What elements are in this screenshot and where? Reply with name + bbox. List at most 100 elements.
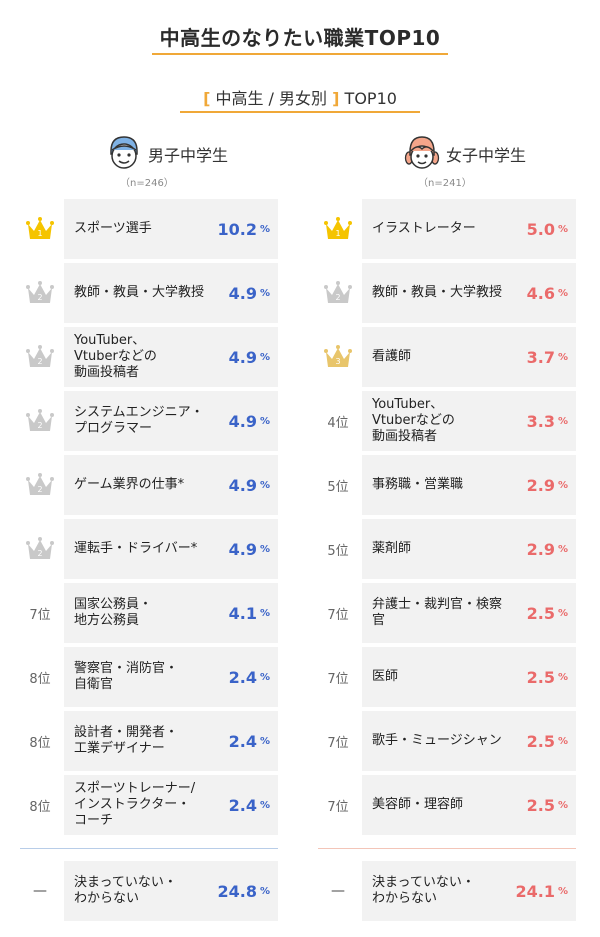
value-number: 2.4 [228, 667, 257, 687]
occupation-label: 看護師 [372, 349, 412, 364]
rank-label: 8位 [29, 671, 51, 687]
girls-sample-size: （n=241） [418, 178, 472, 189]
occupation-label: 国家公務員・ 地方公務員 [74, 597, 153, 628]
percentage-value: 2.9% [527, 455, 568, 515]
percent-sign: % [259, 735, 270, 747]
ranking-row: 8位 警察官・消防官・ 自衛官 2.4% [20, 647, 278, 707]
occupation-label: YouTuber、 Vtuberなどの 動画投稿者 [372, 397, 455, 444]
girls-title: 女子中学生 [446, 146, 527, 165]
rank-label: 2 [20, 327, 60, 387]
ranking-row: 5位 事務職・営業職 2.9% [318, 455, 576, 515]
ranking-row: 5位 薬剤師 2.9% [318, 519, 576, 579]
occupation-label: 警察官・消防官・ 自衛官 [74, 661, 179, 692]
value-number: 4.9 [228, 347, 257, 367]
ranking-row: 7位 美容師・理容師 2.5% [318, 775, 576, 835]
crown-rank-number: 2 [37, 357, 42, 366]
value-number: 3.7 [526, 347, 555, 367]
percent-sign: % [259, 671, 270, 683]
rank-label: 1 [318, 199, 358, 259]
percent-sign: % [557, 479, 568, 491]
occupation-card: イラストレーター 5.0% [362, 199, 576, 259]
occupation-label: スポーツトレーナー/ インストラクター・ コーチ [74, 781, 196, 828]
value-number: 2.5 [526, 795, 555, 815]
gold-crown-icon: 1 [324, 217, 352, 239]
percent-sign: % [557, 415, 568, 427]
rank-label: 2 [20, 263, 60, 323]
occupation-label: 美容師・理容師 [372, 797, 464, 812]
occupation-label: 運転手・ドライバー* [74, 541, 198, 556]
subtitle-bracket-close: ] [332, 89, 340, 108]
rank-label: 3 [318, 327, 358, 387]
ranking-row: 8位 スポーツトレーナー/ インストラクター・ コーチ 2.4% [20, 775, 278, 835]
value-number: 2.9 [526, 539, 555, 559]
subtitle-text: 中高生 / 男女別 [215, 89, 328, 108]
rank-label: 8位 [29, 735, 51, 751]
value-number: 2.5 [526, 731, 555, 751]
other-row: — 決まっていない・ わからない 24.1% [318, 861, 576, 921]
occupation-card: ゲーム業界の仕事* 4.9% [64, 455, 278, 515]
percentage-value: 4.9% [229, 327, 270, 387]
rank-label: 2 [20, 519, 60, 579]
percent-sign: % [557, 885, 568, 897]
silver-crown-icon: 2 [26, 345, 54, 367]
crown-rank-number: 3 [335, 357, 340, 366]
silver-crown-icon: 2 [26, 473, 54, 495]
occupation-label: 教師・教員・大学教授 [74, 285, 205, 300]
percentage-value: 10.2% [217, 199, 270, 259]
subtitle-tail: TOP10 [344, 89, 397, 108]
occupation-label: 弁護士・裁判官・検察官 [372, 597, 503, 628]
crown-rank-number: 2 [37, 485, 42, 494]
boys-title: 男子中学生 [148, 146, 229, 165]
subtitle-underline [180, 111, 420, 113]
rank-label: 2 [20, 455, 60, 515]
other-row: — 決まっていない・ わからない 24.8% [20, 861, 278, 921]
rank-label: 7位 [327, 607, 349, 623]
occupation-card: 警察官・消防官・ 自衛官 2.4% [64, 647, 278, 707]
occupation-card: 歌手・ミュージシャン 2.5% [362, 711, 576, 771]
percent-sign: % [259, 287, 270, 299]
occupation-card: 事務職・営業職 2.9% [362, 455, 576, 515]
occupation-card: 看護師 3.7% [362, 327, 576, 387]
ranking-row: 4位 YouTuber、 Vtuberなどの 動画投稿者 3.3% [318, 391, 576, 451]
girls-header: 女子中学生 [318, 134, 576, 174]
percentage-value: 2.9% [527, 519, 568, 579]
occupation-card: スポーツトレーナー/ インストラクター・ コーチ 2.4% [64, 775, 278, 835]
percent-sign: % [259, 479, 270, 491]
value-number: 4.9 [228, 411, 257, 431]
rank-label: 2 [318, 263, 358, 323]
subtitle-bracket-open: [ [203, 89, 211, 108]
occupation-label: スポーツ選手 [74, 221, 152, 236]
percentage-value: 5.0% [527, 199, 568, 259]
percent-sign: % [259, 223, 270, 235]
percentage-value: 2.5% [527, 583, 568, 643]
value-number: 4.6 [526, 283, 555, 303]
percentage-value: 24.1% [515, 861, 568, 921]
subtitle: [ 中高生 / 男女別 ] TOP10 [0, 85, 600, 109]
rank-label: 2 [20, 391, 60, 451]
percent-sign: % [259, 799, 270, 811]
value-number: 2.4 [228, 731, 257, 751]
ranking-row: 2 YouTuber、 Vtuberなどの 動画投稿者 4.9% [20, 327, 278, 387]
page-title: 中高生のなりたい職業TOP10 [159, 26, 441, 50]
ranking-row: 1 スポーツ選手 10.2% [20, 199, 278, 259]
crown-rank-number: 2 [37, 549, 42, 558]
percent-sign: % [259, 885, 270, 897]
girls-column: 女子中学生 （n=241） 1 イラストレーター 5.0% 2 教師・教員・大学教授 4.… [318, 0, 576, 937]
value-number: 4.9 [228, 539, 257, 559]
percentage-value: 4.6% [527, 263, 568, 323]
occupation-card: YouTuber、 Vtuberなどの 動画投稿者 3.3% [362, 391, 576, 451]
boys-column: 男子中学生 （n=246） 1 スポーツ選手 10.2% 2 教師・教員・大学教授 4.9… [20, 0, 278, 937]
value-number: 5.0 [526, 219, 555, 239]
percentage-value: 2.5% [527, 711, 568, 771]
ranking-row: 1 イラストレーター 5.0% [318, 199, 576, 259]
occupation-label: 決まっていない・ わからない [372, 875, 475, 906]
occupation-label: 決まっていない・ わからない [74, 875, 177, 906]
rank-label: 7位 [327, 735, 349, 751]
ranking-row: 2 教師・教員・大学教授 4.6% [318, 263, 576, 323]
ranking-row: 2 運転手・ドライバー* 4.9% [20, 519, 278, 579]
silver-crown-icon: 2 [324, 281, 352, 303]
crown-rank-number: 1 [37, 229, 42, 238]
silver-crown-icon: 2 [26, 537, 54, 559]
percent-sign: % [557, 223, 568, 235]
ranking-row: 7位 国家公務員・ 地方公務員 4.1% [20, 583, 278, 643]
